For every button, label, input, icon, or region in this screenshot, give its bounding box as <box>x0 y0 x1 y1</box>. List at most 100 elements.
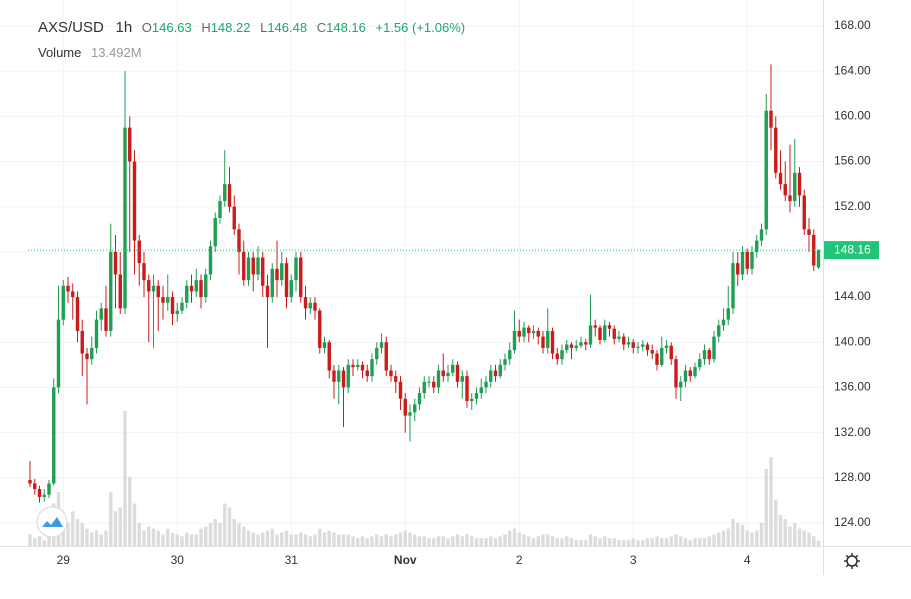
volume-bar <box>441 536 445 546</box>
volume-bar <box>199 528 203 546</box>
volume-bar <box>318 528 322 546</box>
candle-body <box>322 342 327 348</box>
candle-body <box>774 127 778 173</box>
volume-bar <box>612 538 616 546</box>
candle-body <box>546 330 550 348</box>
candle-body <box>256 257 260 275</box>
candle-body <box>508 350 512 360</box>
y-tick-label: 132.00 <box>834 425 871 439</box>
volume-bar <box>598 538 602 546</box>
candle-body <box>797 172 802 196</box>
volume-bar <box>489 536 493 546</box>
volume-bar <box>360 536 365 546</box>
volume-bar <box>42 540 46 546</box>
volume-bar <box>33 538 37 546</box>
volume-bar <box>37 536 42 546</box>
volume-bars <box>28 411 821 546</box>
candle-body <box>522 327 526 337</box>
candle-body <box>289 280 293 298</box>
volume-bar <box>707 536 711 546</box>
candle-body <box>147 280 151 292</box>
logo-icon[interactable] <box>42 517 63 527</box>
logo-circle[interactable] <box>36 506 68 538</box>
volume-bar <box>474 538 479 546</box>
y-tick-label: 144.00 <box>834 289 871 303</box>
gear-teeth[interactable] <box>844 553 860 569</box>
candle-body <box>66 285 70 292</box>
candle-body <box>650 350 654 354</box>
volume-bar <box>736 522 740 546</box>
volume-bar <box>170 532 175 546</box>
volume-bar <box>147 526 151 546</box>
volume-bar <box>451 536 455 546</box>
candle-body <box>52 387 56 484</box>
volume-bar <box>337 534 341 546</box>
candle-body <box>793 172 797 202</box>
volume-bar <box>223 503 227 546</box>
candle-body <box>812 234 816 266</box>
volume-bar <box>142 530 146 546</box>
volume-bar <box>774 499 778 546</box>
candle-body <box>446 372 450 377</box>
volume-bar <box>498 536 502 546</box>
volume-bar <box>517 532 521 546</box>
change: +1.56 (+1.06%) <box>375 20 466 35</box>
volume-bar <box>332 532 336 546</box>
candle-body <box>37 489 42 497</box>
volume-bar <box>370 536 374 546</box>
candle-body <box>455 364 460 382</box>
candle-body <box>265 285 270 298</box>
volume-bar <box>156 530 160 546</box>
candle-body <box>208 246 213 275</box>
volume-bar <box>256 534 260 546</box>
candle-body <box>370 359 374 377</box>
volume-bar <box>166 528 170 546</box>
candle-body <box>161 297 165 303</box>
volume-bar <box>194 534 198 546</box>
volume-bar <box>104 530 108 546</box>
candle-body <box>503 359 507 365</box>
candle-body <box>180 302 184 311</box>
volume-bar <box>365 538 369 546</box>
logo[interactable] <box>36 506 68 538</box>
volume-bar <box>636 540 640 546</box>
volume-bar <box>436 536 441 546</box>
volume-bar <box>113 511 118 546</box>
volume-bar <box>446 538 450 546</box>
volume-bar <box>574 540 578 546</box>
volume-bar <box>85 528 89 546</box>
candle-body <box>641 344 645 347</box>
candle-body <box>550 330 555 354</box>
candle-body <box>702 350 707 360</box>
candle-body <box>166 297 170 303</box>
volume-bar <box>408 532 412 546</box>
settings-icon[interactable] <box>844 553 860 569</box>
candle-body <box>113 251 118 275</box>
volume-bar <box>303 534 308 546</box>
candle-body <box>807 229 811 235</box>
volume-bar <box>550 536 555 546</box>
candle-body <box>717 325 721 337</box>
volume-bar <box>679 536 683 546</box>
candle-body <box>398 381 403 399</box>
axes: 124.00 128.00 132.00 136.00 140.00 144.00 148.… <box>28 18 879 567</box>
candle-body <box>189 285 194 292</box>
candle-body <box>740 251 745 275</box>
candle-body <box>622 336 626 345</box>
open-label: O <box>141 20 152 35</box>
candle-body <box>251 257 255 275</box>
volume-bar <box>698 538 702 546</box>
candle-body <box>470 398 474 401</box>
candle-body <box>669 345 673 360</box>
candle-body <box>223 184 227 202</box>
volume-bar <box>726 528 730 546</box>
volume-bar <box>797 528 802 546</box>
candle-body <box>679 381 683 388</box>
volume-bar <box>375 534 379 546</box>
volume-bar <box>721 530 726 546</box>
candle-body <box>536 330 540 337</box>
volume-bar <box>626 540 631 546</box>
candle-body <box>769 110 773 128</box>
volume-bar <box>783 519 787 546</box>
